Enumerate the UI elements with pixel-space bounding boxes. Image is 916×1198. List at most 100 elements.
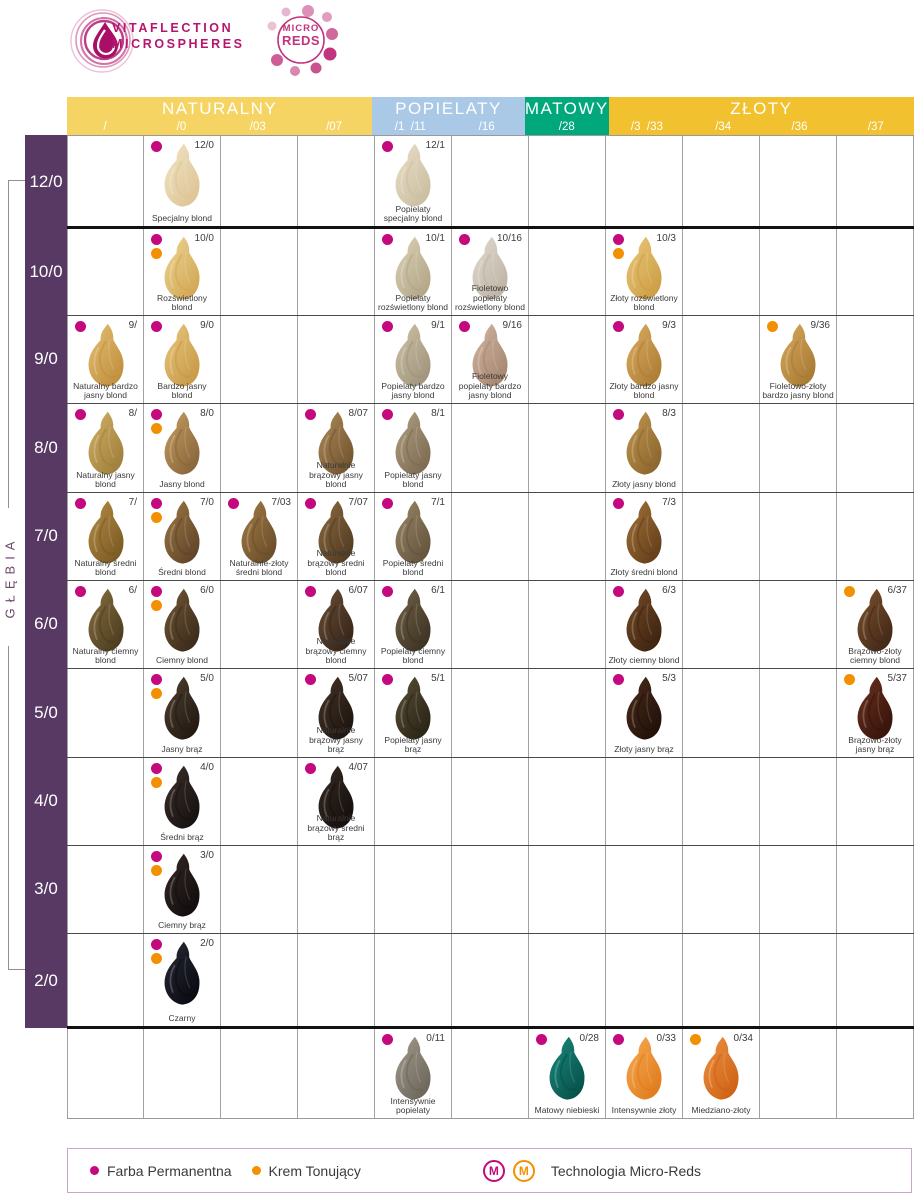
swatch-cell: 0/11 Intensywnie popielaty — [375, 1029, 452, 1118]
shade-name: Naturalny jasny blond — [76, 469, 135, 490]
swatch-cell: 3/0 Ciemny brąz — [144, 846, 221, 933]
shade-code: 6/37 — [887, 585, 907, 596]
hair-swatch — [152, 142, 212, 214]
hair-swatch-icon — [395, 143, 431, 207]
hair-swatch-icon — [395, 1036, 431, 1100]
swatch-cell: 10/16 Fioletowo popielaty rozświetlony bl… — [452, 229, 529, 315]
shade-name: Złoty ciemny blond — [608, 655, 680, 666]
column-group: ZŁOTY/3 /33/34/36/37 — [608, 97, 914, 135]
permanent-dye-dot-icon — [305, 498, 316, 509]
empty-cell — [529, 669, 606, 757]
column-group-label: MATOWY — [524, 98, 609, 118]
empty-cell — [529, 229, 606, 315]
product-type-dots — [382, 234, 393, 245]
swatch-row: 3/0 Ciemny brąz — [67, 846, 914, 934]
hair-swatch — [152, 235, 212, 307]
toning-cream-dot-icon — [151, 423, 162, 434]
product-type-dots — [75, 409, 86, 420]
empty-cell — [683, 229, 760, 315]
hair-swatch-icon — [626, 236, 662, 300]
hair-swatch — [152, 675, 212, 747]
micro-reds-icon — [267, 5, 338, 76]
swatch-cell: 9/3 Złoty bardzo jasny blond — [606, 316, 683, 403]
empty-cell — [837, 758, 914, 845]
permanent-dye-dot-icon — [151, 234, 162, 245]
axis-line-top — [8, 180, 9, 508]
empty-cell — [452, 581, 529, 668]
shade-name: Naturalnie brązowy jasny blond — [309, 460, 363, 490]
toning-cream-dot-icon — [251, 1166, 261, 1175]
column-group: POPIELATY/1 /11/16 — [372, 97, 525, 135]
shade-code: 8/ — [128, 408, 137, 419]
empty-cell — [529, 136, 606, 226]
swatch-cell: 8/1 Popielaty jasny blond — [375, 404, 452, 492]
empty-cell — [452, 758, 529, 845]
permanent-dye-dot-icon — [90, 1166, 99, 1175]
empty-cell — [760, 229, 837, 315]
shade-name: Matowy niebieski — [534, 1105, 600, 1116]
permanent-dye-dot-icon — [613, 674, 624, 685]
shade-name: Złoty jasny blond — [612, 479, 676, 490]
empty-cell — [683, 404, 760, 492]
shade-name: Popielaty średni blond — [382, 557, 444, 578]
empty-cell — [67, 846, 144, 933]
swatch-cell: 5/07 Naturalnie brązowy jasny brąz — [298, 669, 375, 757]
micro-reds-m-orange-icon: M — [512, 1159, 535, 1182]
shade-name: Naturalnie brązowy ciemny blond — [305, 636, 367, 666]
empty-cell — [221, 404, 298, 492]
empty-cell — [760, 758, 837, 845]
product-type-dots — [459, 234, 470, 245]
permanent-dye-dot-icon — [536, 1034, 547, 1045]
hair-swatch-icon — [472, 236, 508, 300]
swatch-row: 6/Naturalny ciemny blond 6/0 Ciemny blond 6… — [67, 581, 914, 669]
shade-code: 5/07 — [348, 673, 368, 684]
depth-row-label: 5/0 — [34, 702, 58, 722]
hair-swatch-icon — [88, 500, 123, 564]
swatch-cell: 4/0 Średni brąz — [144, 758, 221, 845]
shade-code: 0/33 — [656, 1033, 676, 1044]
empty-cell — [221, 934, 298, 1026]
hair-swatch-icon — [857, 588, 893, 652]
shade-code: 7/03 — [271, 497, 291, 508]
hair-swatch-icon — [164, 500, 200, 564]
hair-swatch — [383, 675, 443, 747]
swatch-cell: 7/07 Naturalnie brązowy średni blond — [298, 493, 375, 580]
hair-swatch — [383, 1035, 443, 1107]
hair-swatch-icon — [164, 411, 200, 475]
permanent-dye-dot-icon — [305, 763, 316, 774]
shade-name: Ciemny brąz — [158, 920, 206, 931]
empty-cell — [837, 404, 914, 492]
shade-code: 2/0 — [200, 938, 214, 949]
hair-swatch — [306, 675, 366, 747]
empty-cell — [760, 136, 837, 226]
hair-swatch-icon — [626, 411, 662, 475]
permanent-dye-dot-icon — [305, 586, 316, 597]
permanent-dye-dot-icon — [305, 409, 316, 420]
shade-code: 6/ — [128, 585, 137, 596]
swatch-row: 10/0 Rozświetlony blond 10/1 Popielaty rozś… — [67, 229, 914, 316]
hair-swatch — [306, 499, 366, 571]
depth-row-label: 2/0 — [34, 970, 58, 990]
legend-toning: Krem Tonujący — [251, 1163, 361, 1179]
shade-code: 3/0 — [200, 850, 214, 861]
depth-axis-label: GŁĘBIA — [2, 535, 18, 619]
shade-name: Jasny brąz — [161, 744, 203, 755]
hair-swatch-icon — [626, 1036, 662, 1100]
shade-name: Naturalnie brązowy jasny brąz — [309, 725, 363, 755]
swatch-row: 0/11 Intensywnie popielaty 0/28 Matowy nieb… — [67, 1029, 914, 1119]
empty-cell — [221, 1029, 298, 1118]
shade-name: Średni blond — [158, 567, 206, 578]
shade-name: Średni brąz — [160, 832, 204, 843]
hair-swatch — [460, 235, 520, 307]
swatch-cell: 0/28 Matowy niebieski — [529, 1029, 606, 1118]
product-type-dots — [305, 674, 316, 685]
hair-swatch — [383, 587, 443, 659]
hair-swatch-icon — [318, 765, 354, 829]
depth-row-label: 8/0 — [34, 437, 58, 457]
swatch-cell: 6/37 Brązowo-złoty ciemny blond — [837, 581, 914, 668]
empty-cell — [452, 493, 529, 580]
shade-code: 5/37 — [887, 673, 907, 684]
hair-swatch-icon — [88, 323, 123, 387]
hair-swatch — [152, 322, 212, 394]
toning-cream-dot-icon — [613, 248, 624, 259]
